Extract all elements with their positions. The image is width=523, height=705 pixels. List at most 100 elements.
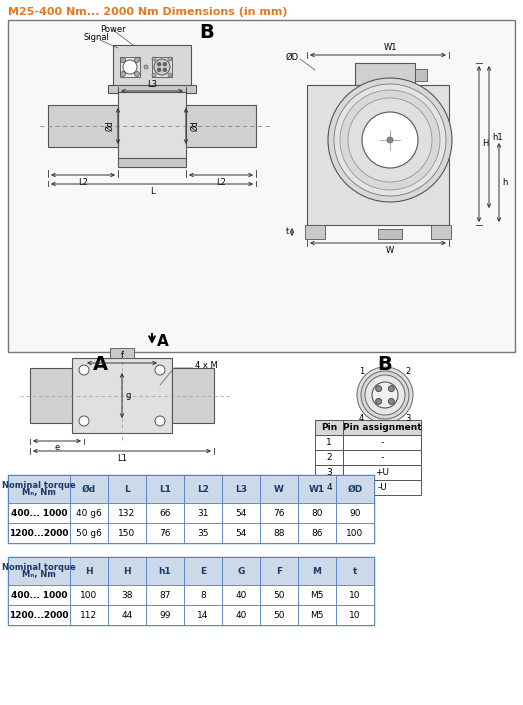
Text: -: -: [380, 453, 384, 462]
Text: 35: 35: [197, 529, 209, 537]
Text: t: t: [353, 567, 357, 575]
Bar: [260, 585, 298, 605]
Circle shape: [79, 416, 89, 426]
Bar: [8, 557, 70, 585]
Text: H: H: [85, 567, 93, 575]
Circle shape: [123, 60, 137, 74]
Text: H: H: [482, 140, 488, 149]
Circle shape: [155, 365, 165, 375]
Bar: [8, 475, 70, 503]
Text: 40: 40: [235, 591, 247, 599]
Text: f: f: [120, 351, 123, 360]
Bar: [8, 523, 70, 543]
Text: H: H: [123, 567, 131, 575]
Bar: [298, 585, 336, 605]
Bar: [315, 420, 343, 435]
Text: W: W: [386, 246, 394, 255]
Circle shape: [163, 68, 167, 72]
Bar: [72, 358, 172, 433]
Bar: [184, 605, 222, 625]
Text: -: -: [380, 438, 384, 447]
Bar: [315, 435, 343, 450]
Text: 44: 44: [121, 611, 133, 620]
Bar: [343, 420, 421, 435]
Text: 86: 86: [311, 529, 323, 537]
Text: t: t: [286, 228, 289, 236]
Text: L: L: [150, 187, 154, 196]
Bar: [355, 63, 415, 85]
Text: 14: 14: [197, 611, 209, 620]
Text: L: L: [124, 484, 130, 493]
Text: Pin assignment: Pin assignment: [343, 423, 422, 432]
Bar: [70, 605, 108, 625]
Text: 2: 2: [406, 367, 411, 376]
Circle shape: [134, 71, 140, 77]
Bar: [118, 158, 186, 167]
Bar: [108, 557, 146, 585]
Text: Nominal torque: Nominal torque: [2, 482, 76, 491]
Text: G: G: [237, 567, 245, 575]
Bar: [8, 475, 374, 543]
Text: M5: M5: [310, 611, 324, 620]
Bar: [260, 605, 298, 625]
Bar: [222, 475, 260, 503]
Text: 50: 50: [273, 611, 285, 620]
Text: h1: h1: [158, 567, 172, 575]
Bar: [260, 523, 298, 543]
Bar: [184, 557, 222, 585]
Text: L2: L2: [216, 178, 226, 187]
Text: g: g: [125, 391, 130, 400]
Text: Mₙ, Nm: Mₙ, Nm: [22, 489, 56, 498]
Text: 1: 1: [326, 438, 332, 447]
Text: Signal: Signal: [83, 34, 109, 42]
Bar: [260, 475, 298, 503]
Text: Ød: Ød: [105, 121, 114, 131]
Text: 50: 50: [273, 591, 285, 599]
Bar: [70, 523, 108, 543]
Bar: [222, 605, 260, 625]
Text: A: A: [157, 334, 169, 350]
Bar: [336, 605, 374, 625]
Text: 400... 1000: 400... 1000: [11, 508, 67, 517]
Text: L3: L3: [235, 484, 247, 493]
Bar: [431, 225, 451, 239]
Text: h: h: [502, 178, 507, 187]
Text: 1: 1: [359, 367, 365, 376]
Circle shape: [168, 57, 172, 61]
Circle shape: [376, 398, 382, 405]
Bar: [48, 105, 118, 147]
Bar: [108, 85, 196, 93]
Bar: [343, 480, 421, 495]
Bar: [108, 475, 146, 503]
Text: B: B: [378, 355, 392, 374]
Text: 4 x M: 4 x M: [195, 360, 218, 369]
Text: h1: h1: [492, 133, 503, 142]
Text: 66: 66: [159, 508, 170, 517]
Bar: [315, 450, 343, 465]
Bar: [305, 225, 325, 239]
Text: 88: 88: [273, 529, 285, 537]
Text: E: E: [200, 567, 206, 575]
Text: 54: 54: [235, 529, 247, 537]
Circle shape: [154, 59, 170, 75]
Bar: [70, 585, 108, 605]
Bar: [8, 503, 70, 523]
Text: e: e: [54, 443, 60, 452]
Text: Ød: Ød: [82, 484, 96, 493]
Circle shape: [134, 58, 140, 63]
Circle shape: [387, 137, 393, 143]
Bar: [172, 368, 214, 423]
Text: 54: 54: [235, 508, 247, 517]
Text: Mₙ, Nm: Mₙ, Nm: [22, 570, 56, 580]
Text: M25-400 Nm... 2000 Nm Dimensions (in mm): M25-400 Nm... 2000 Nm Dimensions (in mm): [8, 7, 288, 17]
Text: L2: L2: [78, 178, 88, 187]
Bar: [307, 85, 449, 225]
Text: 100: 100: [81, 591, 98, 599]
Text: A: A: [93, 355, 108, 374]
Bar: [146, 475, 184, 503]
Text: 99: 99: [159, 611, 170, 620]
Circle shape: [120, 71, 126, 77]
Bar: [110, 348, 134, 358]
Circle shape: [157, 62, 161, 66]
Text: 10: 10: [349, 611, 361, 620]
